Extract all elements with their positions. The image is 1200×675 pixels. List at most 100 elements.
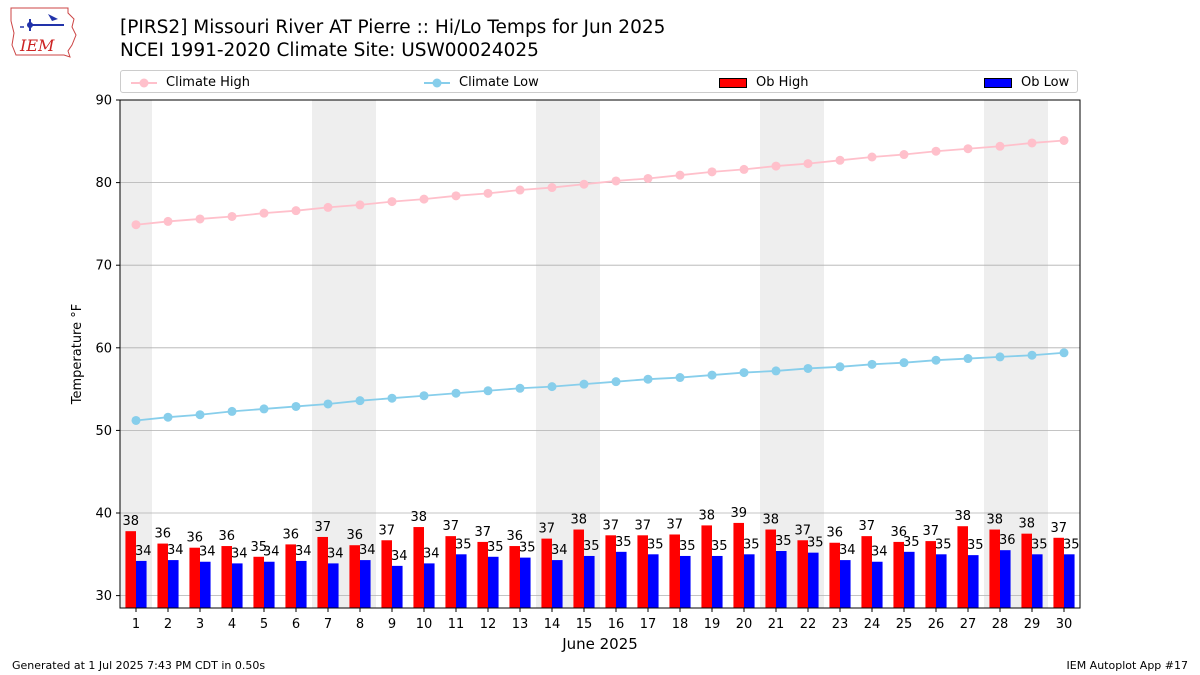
- climate-high-point: [547, 183, 557, 193]
- climate-low-point: [515, 383, 525, 393]
- chart-title: [PIRS2] Missouri River AT Pierre :: Hi/L…: [120, 17, 666, 38]
- climate-low-point: [355, 396, 365, 406]
- ob-high-bar: [477, 541, 488, 608]
- ob-high-label: 38: [698, 508, 715, 523]
- x-tick-label: 7: [324, 617, 332, 632]
- ob-high-bar: [957, 526, 968, 608]
- ob-high-label: 36: [218, 529, 235, 544]
- climate-low-point: [995, 352, 1005, 362]
- ob-low-label: 34: [199, 545, 216, 560]
- ob-high-bar: [925, 541, 936, 608]
- ob-high-label: 37: [378, 523, 395, 538]
- climate-high-point: [707, 167, 717, 177]
- climate-high-point: [515, 185, 525, 195]
- ob-high-bar: [125, 531, 136, 608]
- climate-high-point: [195, 214, 205, 224]
- ob-high-label: 38: [762, 513, 779, 528]
- climate-high-point: [291, 206, 301, 216]
- climate-low-line: [135, 351, 1065, 422]
- climate-low-point: [1059, 348, 1069, 358]
- y-tick-label: 70: [95, 259, 112, 274]
- footer-app: IEM Autoplot App #17: [1066, 659, 1189, 672]
- climate-low-point: [451, 388, 461, 398]
- x-tick-label: 26: [928, 617, 945, 632]
- ob-high-bar: [701, 525, 712, 608]
- ob-high-label: 35: [250, 540, 267, 555]
- ob-high-label: 37: [602, 518, 619, 533]
- ob-low-bar: [616, 551, 627, 608]
- x-tick-label: 4: [228, 617, 236, 632]
- ob-high-label: 37: [1050, 521, 1067, 536]
- ob-low-label: 34: [359, 543, 376, 558]
- ob-low-bar: [136, 560, 147, 608]
- climate-low-point: [803, 363, 813, 373]
- weekend-band: [120, 100, 152, 608]
- ob-high-bar: [765, 529, 776, 608]
- climate-low-point: [931, 355, 941, 365]
- ob-low-label: 35: [743, 537, 760, 552]
- ob-high-bar: [829, 542, 840, 608]
- ob-low-bar: [968, 555, 979, 608]
- ob-high-bar: [1021, 533, 1032, 608]
- climate-low-point: [867, 359, 877, 369]
- ob-high-bar: [861, 536, 872, 608]
- ob-high-bar: [413, 527, 424, 608]
- ob-high-bar: [605, 535, 616, 608]
- ob-low-bar: [360, 560, 371, 608]
- ob-low-label: 34: [391, 549, 408, 564]
- legend-item-climate-low: Climate Low: [424, 74, 539, 91]
- climate-high-point: [227, 211, 237, 221]
- ob-high-bar: [1053, 537, 1064, 608]
- ob-low-bar: [200, 561, 211, 608]
- ob-low-label: 35: [967, 538, 984, 553]
- climate-low-point: [579, 379, 589, 389]
- x-tick-label: 23: [832, 617, 849, 632]
- logo-text: IEM: [19, 36, 55, 55]
- ob-high-label: 37: [922, 524, 939, 539]
- ob-high-bar: [285, 544, 296, 608]
- ob-low-label: 35: [615, 535, 632, 550]
- climate-high-point: [483, 188, 493, 198]
- ob-high-label: 37: [634, 518, 651, 533]
- ob-high-label: 37: [474, 525, 491, 540]
- ob-low-label: 34: [327, 546, 344, 561]
- ob-low-label: 34: [167, 543, 184, 558]
- ob-low-label: 34: [135, 544, 152, 559]
- ob-low-bar: [168, 560, 179, 608]
- climate-low-point: [291, 401, 301, 411]
- ob-high-bar: [669, 534, 680, 608]
- climate-high-point: [579, 179, 589, 189]
- ob-low-bar: [328, 563, 339, 608]
- ob-low-bar: [584, 555, 595, 608]
- ob-high-label: 38: [570, 513, 587, 528]
- ob-high-bar: [157, 543, 168, 608]
- climate-low-point: [163, 412, 173, 422]
- ob-low-bar: [1064, 554, 1075, 608]
- legend-item-ob-low: Ob Low: [984, 74, 1069, 91]
- ob-low-bar: [232, 563, 243, 608]
- footer-generated: Generated at 1 Jul 2025 7:43 PM CDT in 0…: [12, 659, 266, 672]
- ob-low-label: 35: [711, 539, 728, 554]
- chart-subtitle: NCEI 1991-2020 Climate Site: USW00024025: [120, 40, 539, 61]
- ob-low-bar: [808, 552, 819, 608]
- ob-low-label: 35: [487, 540, 504, 555]
- climate-high-point: [163, 216, 173, 226]
- climate-low-point: [195, 410, 205, 420]
- ob-low-bar: [520, 557, 531, 608]
- climate-high-point: [611, 176, 621, 186]
- climate-high-point: [803, 159, 813, 169]
- ob-low-label: 34: [551, 543, 568, 558]
- y-tick-label: 60: [95, 341, 112, 356]
- climate-low-point: [835, 362, 845, 372]
- climate-high-point: [323, 202, 333, 212]
- ob-low-bar: [392, 565, 403, 608]
- x-axis-label: June 2025: [561, 635, 638, 653]
- x-tick-label: 14: [544, 617, 561, 632]
- ob-high-label: 38: [986, 513, 1003, 528]
- climate-low-point: [963, 354, 973, 364]
- ob-low-label: 35: [455, 537, 472, 552]
- y-tick-label: 50: [95, 424, 112, 439]
- x-tick-label: 9: [388, 617, 396, 632]
- climate-high-point: [963, 144, 973, 154]
- climate-high-point: [1059, 135, 1069, 145]
